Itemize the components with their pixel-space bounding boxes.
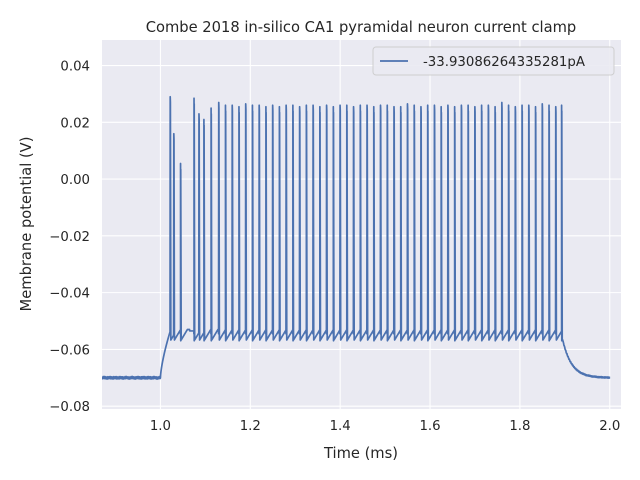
y-axis-label: Membrane potential (V) [18, 137, 35, 312]
y-tick-label: −0.04 [49, 287, 90, 302]
y-tick-label: 0.02 [60, 116, 90, 131]
x-axis-label: Time (ms) [323, 445, 398, 462]
y-tick-label: 0.04 [60, 60, 90, 75]
legend-label: -33.93086264335281pA [423, 55, 585, 70]
series-line-membrane-potential [102, 95, 611, 380]
chart-title: Combe 2018 in-silico CA1 pyramidal neuro… [146, 19, 577, 36]
y-tick-label: −0.08 [49, 400, 90, 415]
x-tick-label: 1.0 [150, 419, 171, 434]
y-tick-labels: −0.08 −0.06 −0.04 −0.02 0.00 0.02 0.04 [49, 60, 90, 416]
x-tick-label: 1.4 [330, 419, 351, 434]
legend-box [372, 46, 615, 76]
x-tick-label: 2.0 [599, 419, 620, 434]
x-tick-label: 1.8 [509, 419, 530, 434]
legend: -33.93086264335281pA [372, 46, 615, 76]
y-tick-label: 0.00 [60, 173, 90, 188]
y-tick-label: −0.02 [49, 230, 90, 245]
x-tick-label: 1.6 [419, 419, 440, 434]
x-tick-label: 1.2 [240, 419, 261, 434]
y-tick-label: −0.06 [49, 343, 90, 358]
x-tick-labels: 1.0 1.2 1.4 1.6 1.8 2.0 [150, 419, 621, 434]
